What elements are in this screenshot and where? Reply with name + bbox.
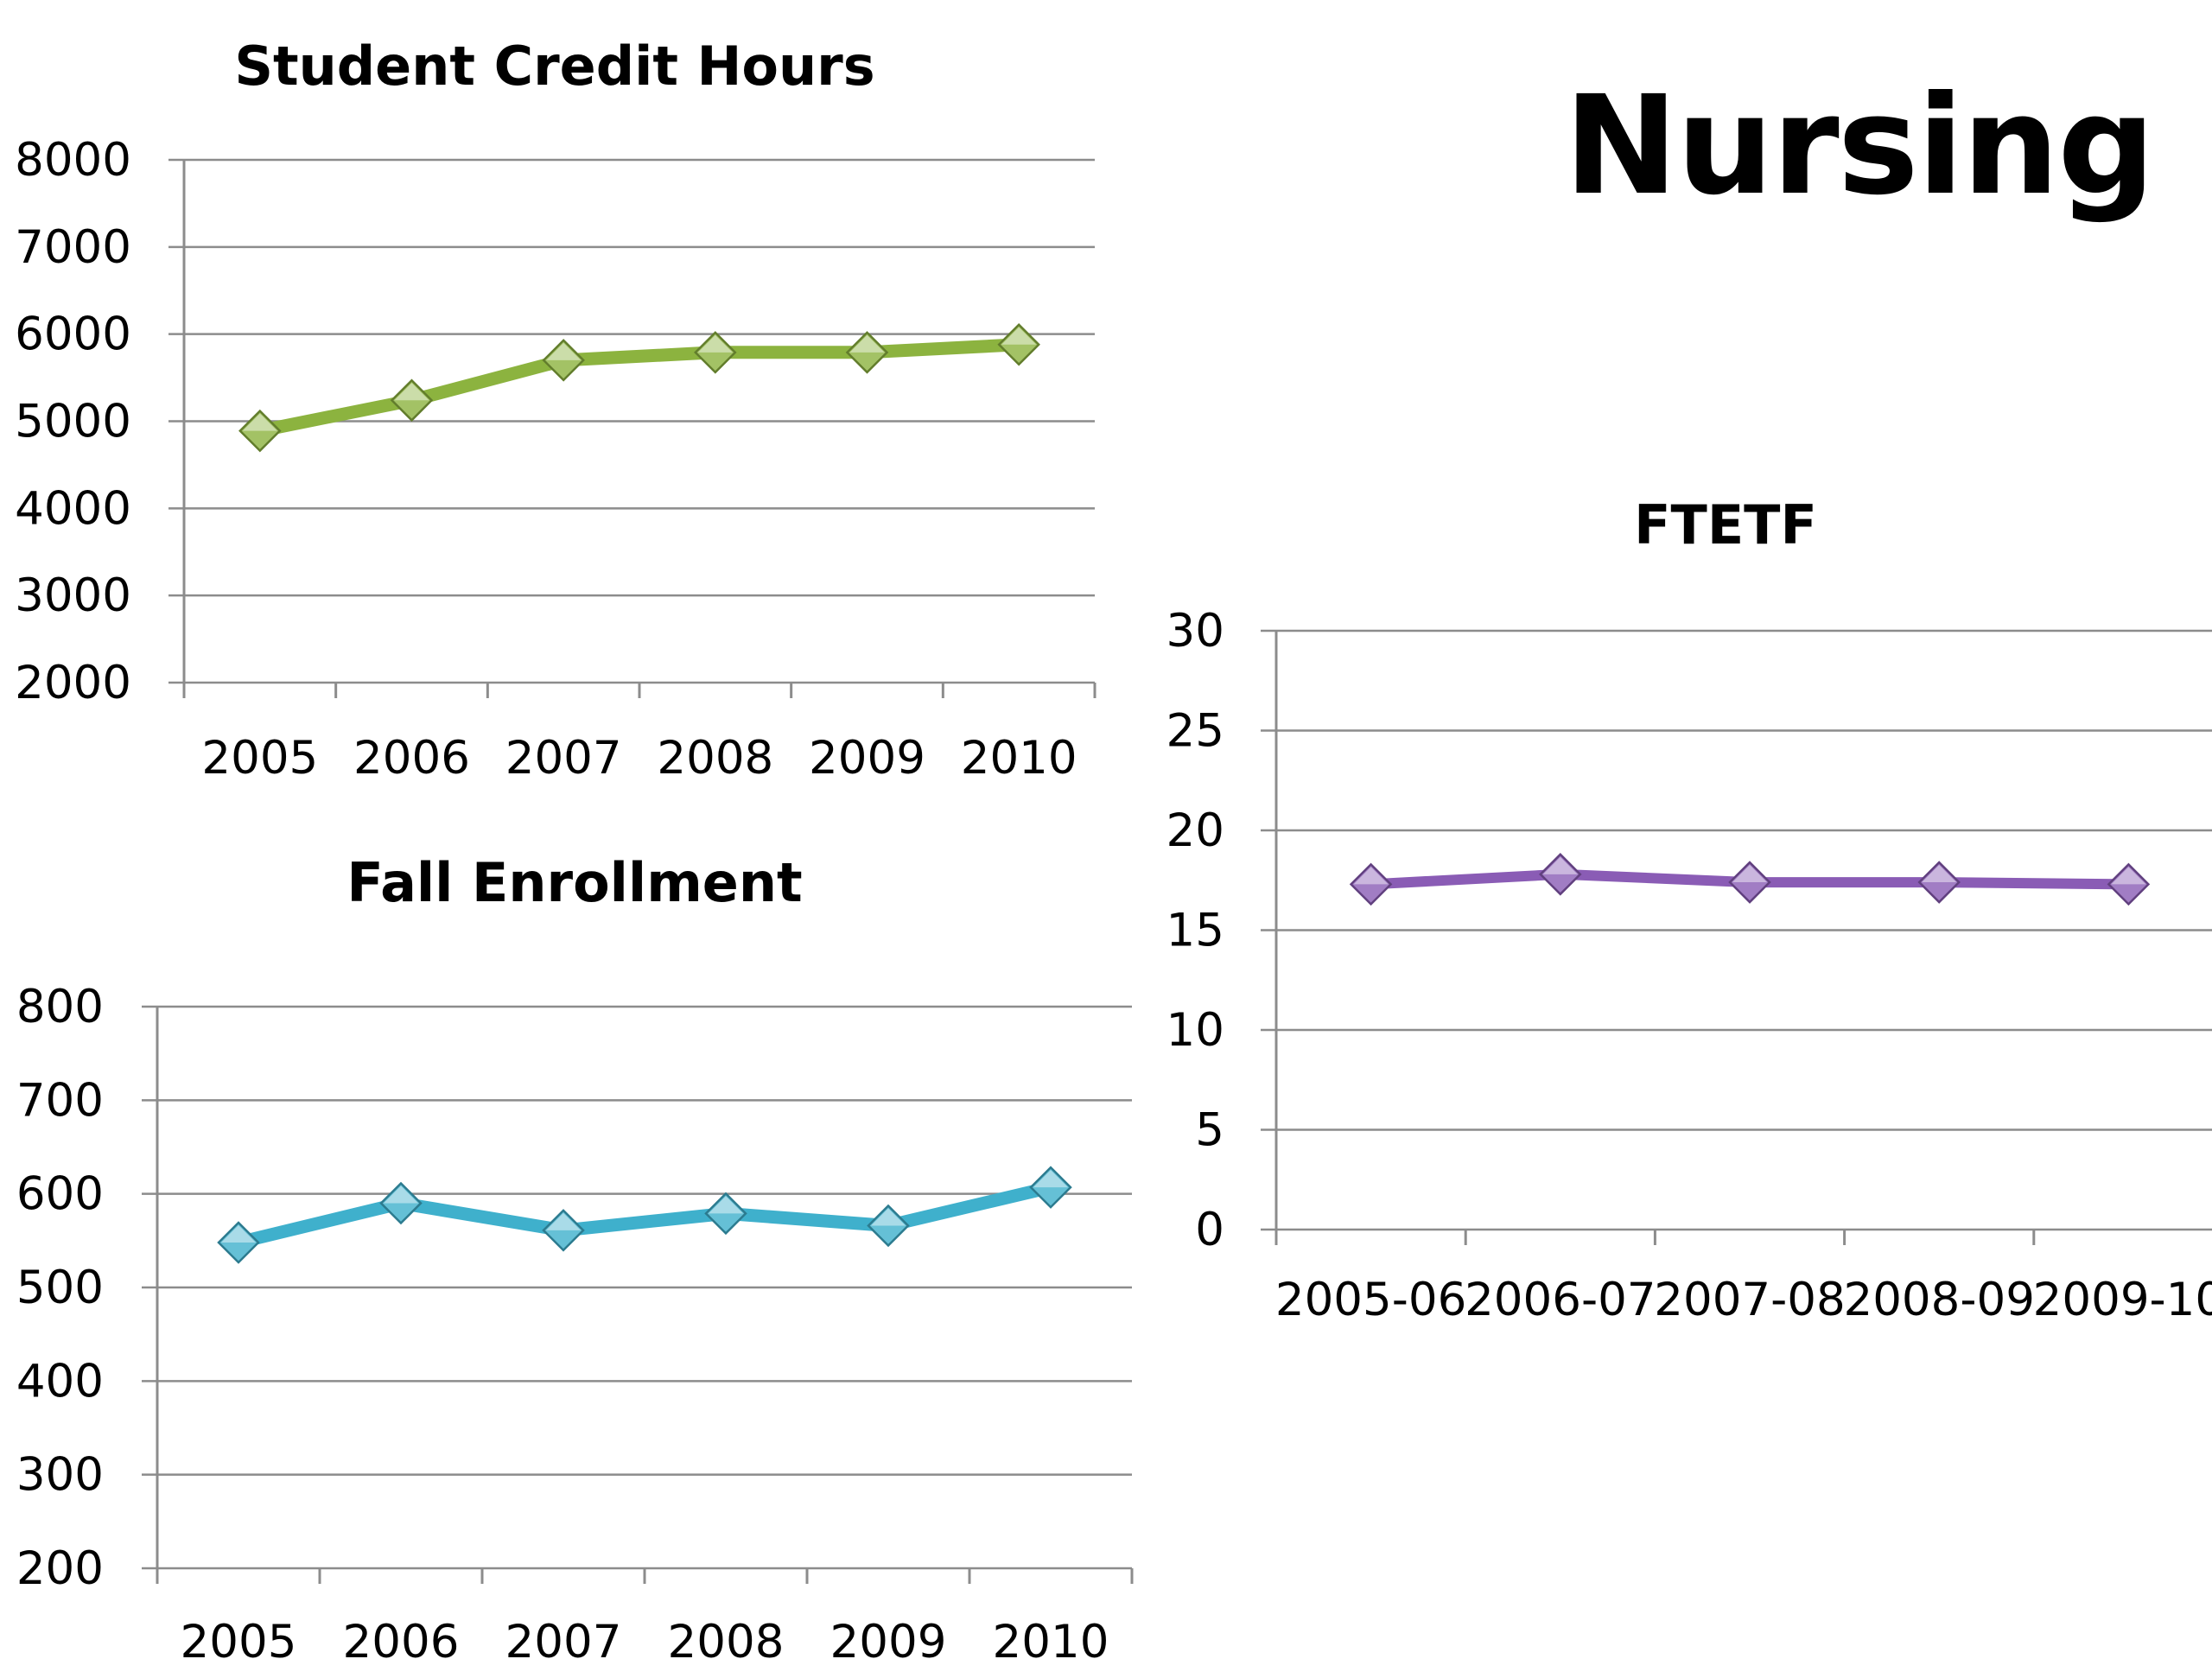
y-tick-label: 10 bbox=[1166, 1004, 1224, 1057]
x-tick-label: 2006 bbox=[343, 1616, 460, 1659]
data-point-marker bbox=[1349, 862, 1393, 906]
ftetf-title: FTETF bbox=[1634, 493, 1817, 556]
y-tick-label: 0 bbox=[1195, 1204, 1224, 1256]
fall-enrollment-plot: 200 300 400 500 600 700 800 2005 2006 2007 2008 200… bbox=[16, 981, 1134, 1659]
y-tick-label: 30 bbox=[1166, 605, 1224, 658]
series-line bbox=[253, 338, 1026, 438]
data-point-marker bbox=[704, 1192, 747, 1236]
student-credit-hours-title: Student Credit Hours bbox=[234, 35, 874, 98]
x-tick-label: 2007-08 bbox=[1654, 1274, 1845, 1326]
data-point-marker bbox=[1029, 1166, 1072, 1209]
y-tick-label: 5000 bbox=[15, 396, 131, 448]
x-tick-label: 2008-09 bbox=[1843, 1274, 2034, 1326]
ftetf-chart: FTETF 0510152025302005-062006-072007-082… bbox=[1166, 493, 2212, 1326]
student-credit-hours-plot: 2000 3000 4000 5000 6000 7000 8000 2005 2006 2007… bbox=[15, 134, 1096, 785]
y-tick-label: 25 bbox=[1166, 705, 1224, 758]
data-point-marker bbox=[694, 331, 737, 374]
y-tick-label: 300 bbox=[16, 1449, 104, 1502]
y-tick-label: 3000 bbox=[15, 569, 131, 622]
fall-enrollment-chart: Fall Enrollment 200300400500600700800200… bbox=[16, 851, 1134, 1659]
x-tick-label: 2010 bbox=[961, 732, 1077, 785]
data-point-marker bbox=[379, 1181, 423, 1225]
data-point-marker bbox=[1917, 861, 1961, 904]
data-point-marker bbox=[1539, 853, 1582, 896]
data-point-marker bbox=[1728, 861, 1771, 904]
data-point-marker bbox=[845, 331, 889, 374]
y-tick-label: 5 bbox=[1195, 1104, 1224, 1157]
data-point-marker bbox=[238, 409, 282, 453]
x-tick-label: 2010 bbox=[993, 1616, 1109, 1659]
y-tick-label: 700 bbox=[16, 1074, 104, 1127]
x-tick-label: 2008 bbox=[657, 732, 773, 785]
data-point-marker bbox=[542, 1209, 585, 1252]
x-tick-label: 2009 bbox=[809, 732, 925, 785]
data-point-marker bbox=[997, 322, 1040, 366]
y-tick-label: 15 bbox=[1166, 905, 1224, 957]
y-tick-label: 8000 bbox=[15, 134, 131, 187]
y-tick-label: 2000 bbox=[15, 657, 131, 709]
x-tick-label: 2005 bbox=[201, 732, 318, 785]
ftetf-plot: 0 5 10 15 20 25 30 2005-062006-072007-082008-09… bbox=[1166, 605, 2212, 1326]
data-point-marker bbox=[217, 1221, 260, 1264]
y-tick-label: 500 bbox=[16, 1262, 104, 1314]
series-line bbox=[232, 1180, 1058, 1249]
x-tick-label: 2008 bbox=[668, 1616, 785, 1659]
x-tick-label: 2009-10 bbox=[2033, 1274, 2212, 1326]
x-tick-label: 2007 bbox=[505, 1616, 622, 1659]
y-tick-label: 400 bbox=[16, 1355, 104, 1408]
x-tick-label: 2005-06 bbox=[1275, 1274, 1466, 1326]
y-tick-label: 600 bbox=[16, 1168, 104, 1221]
data-point-marker bbox=[542, 339, 585, 382]
y-tick-label: 6000 bbox=[15, 308, 131, 361]
y-tick-label: 4000 bbox=[15, 482, 131, 535]
x-tick-label: 2006 bbox=[353, 732, 470, 785]
y-tick-label: 800 bbox=[16, 981, 104, 1033]
y-tick-label: 7000 bbox=[15, 221, 131, 274]
data-point-marker bbox=[2107, 862, 2151, 906]
fall-enrollment-title: Fall Enrollment bbox=[346, 851, 802, 914]
data-point-marker bbox=[867, 1204, 910, 1248]
slide-title: Nursing bbox=[1564, 67, 2155, 226]
data-point-marker bbox=[390, 378, 434, 423]
x-tick-label: 2007 bbox=[505, 732, 622, 785]
x-tick-label: 2009 bbox=[830, 1616, 947, 1659]
x-tick-label: 2006-07 bbox=[1465, 1274, 1656, 1326]
x-tick-label: 2005 bbox=[181, 1616, 297, 1659]
student-credit-hours-chart: Student Credit Hours 2000 3000 4000 5000 600… bbox=[15, 35, 1096, 785]
y-tick-label: 200 bbox=[16, 1542, 104, 1595]
y-tick-label: 20 bbox=[1166, 804, 1224, 857]
